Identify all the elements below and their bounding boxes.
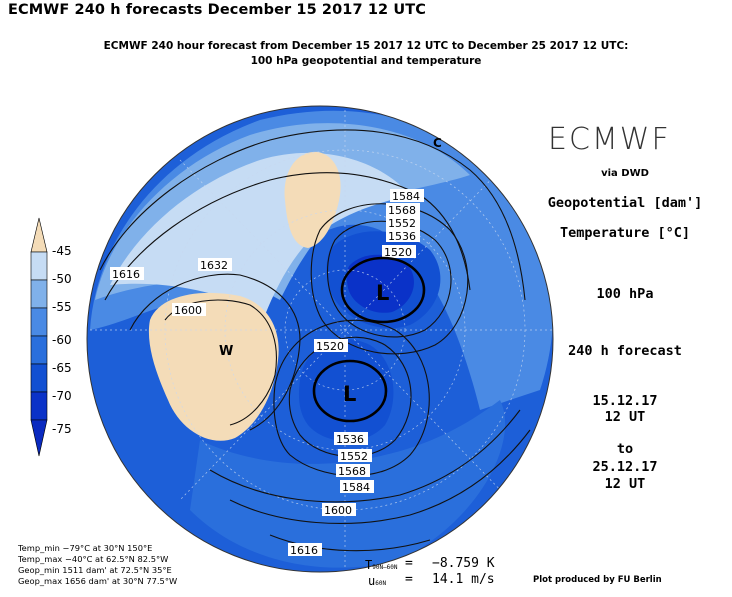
legend-swatch-6 (30, 391, 48, 421)
contour-label: 1552 (338, 449, 372, 463)
svg-text:1584: 1584 (342, 481, 370, 494)
svg-text:1600: 1600 (174, 304, 202, 317)
contour-label: 1520 (314, 339, 348, 353)
stat-geop-min: Geop_min 1511 dam' at 72.5°N 35°E (18, 565, 172, 575)
stat-geop-max: Geop_max 1656 dam' at 30°N 77.5°W (18, 576, 178, 586)
pressure-markers: L L W C (219, 136, 442, 423)
contour-label: 1584 (340, 480, 374, 494)
diag-u-subscript: 60N (375, 580, 387, 587)
diag-temperature-label: T90N–60N (365, 558, 398, 572)
temperature-legend: -45 -50 -55 -60 -65 -70 -75 (30, 217, 72, 457)
valid-to-time: 12 UT (604, 476, 646, 492)
diag-temperature-equals: = (405, 556, 413, 571)
temperature-label: Temperature [°C] (559, 225, 691, 241)
svg-text:1520: 1520 (384, 246, 412, 259)
svg-text:1552: 1552 (388, 217, 416, 230)
compass-marker: C (433, 136, 442, 150)
brand-via: via DWD (601, 168, 649, 179)
legend-swatch-4 (30, 335, 48, 365)
forecast-horizon: 240 h forecast (568, 343, 682, 359)
legend-swatch-3 (30, 307, 48, 337)
legend-label-3: -60 (52, 333, 72, 347)
svg-text:1568: 1568 (338, 465, 366, 478)
low-center-circle (340, 256, 426, 324)
diag-temperature-value: −8.759 K (432, 556, 495, 571)
contour-label: 1584 (390, 189, 424, 203)
page-title: ECMWF 240 h forecasts December 15 2017 1… (8, 2, 426, 18)
contour-label: 1568 (386, 203, 420, 217)
legend-label-4: -65 (52, 361, 72, 375)
legend-swatch-7 (30, 419, 48, 457)
svg-text:1568: 1568 (388, 204, 416, 217)
legend-swatch-5 (30, 363, 48, 393)
diag-wind-label: u60N (368, 574, 386, 588)
legend-swatch-2 (30, 279, 48, 309)
diag-t-subscript: 90N–60N (372, 564, 398, 571)
subtitle-line-1: ECMWF 240 hour forecast from December 15… (103, 40, 629, 52)
low-center-label: L (376, 281, 389, 305)
contour-label: 1552 (386, 216, 420, 230)
diag-wind-equals: = (405, 572, 413, 587)
contour-label: 1520 (382, 245, 416, 259)
diag-wind-value: 14.1 m/s (432, 572, 495, 587)
low-center-label: L (343, 382, 356, 406)
darkest-blue-core (346, 254, 414, 313)
contour-label: 1568 (336, 464, 370, 478)
valid-from-time: 12 UT (604, 409, 646, 425)
svg-text:1600: 1600 (324, 504, 352, 517)
contour-labels: 1584 1568 1552 1536 1520 1616 1632 1600 … (110, 189, 424, 557)
legend-swatch-0 (30, 217, 48, 253)
subtitle-line-2: 100 hPa geopotential and temperature (250, 55, 482, 67)
contour-label: 1536 (386, 229, 420, 243)
svg-text:1632: 1632 (200, 259, 228, 272)
legend-label-2: -55 (52, 300, 72, 314)
contour-label: 1600 (172, 303, 206, 317)
valid-to-date: 25.12.17 (592, 459, 658, 475)
valid-from-date: 15.12.17 (592, 393, 658, 409)
valid-to-separator: to (616, 441, 634, 457)
svg-text:1536: 1536 (336, 433, 364, 446)
globe (86, 105, 554, 573)
svg-text:1584: 1584 (392, 190, 420, 203)
stat-temp-max: Temp_max −40°C at 62.5°N 82.5°W (18, 554, 169, 564)
geopotential-label: Geopotential [dam'] (547, 195, 703, 211)
contour-label: 1616 (288, 543, 322, 557)
legend-label-6: -75 (52, 422, 72, 436)
warm-region-north (284, 151, 341, 248)
low-center-circle (312, 359, 388, 423)
contour-label: 1536 (334, 432, 368, 446)
svg-text:1616: 1616 (112, 268, 140, 281)
legend-label-1: -50 (52, 272, 72, 286)
svg-text:1552: 1552 (340, 450, 368, 463)
pressure-level: 100 hPa (596, 286, 654, 302)
brand-logo: ECMWF (548, 122, 671, 157)
diag-u-symbol: u (368, 574, 376, 588)
diag-t-symbol: T (365, 558, 373, 572)
svg-text:1536: 1536 (388, 230, 416, 243)
contour-label: 1600 (322, 503, 356, 517)
contour-label: 1616 (110, 267, 144, 281)
contour-label: 1632 (198, 258, 232, 272)
plot-credit: Plot produced by FU Berlin (533, 575, 662, 585)
legend-label-0: -45 (52, 244, 72, 258)
svg-text:1520: 1520 (316, 340, 344, 353)
warm-center-label: W (219, 344, 233, 359)
legend-label-5: -70 (52, 389, 72, 403)
stat-temp-min: Temp_min −79°C at 30°N 150°E (18, 543, 153, 553)
legend-swatch-1 (30, 251, 48, 281)
svg-text:1616: 1616 (290, 544, 318, 557)
